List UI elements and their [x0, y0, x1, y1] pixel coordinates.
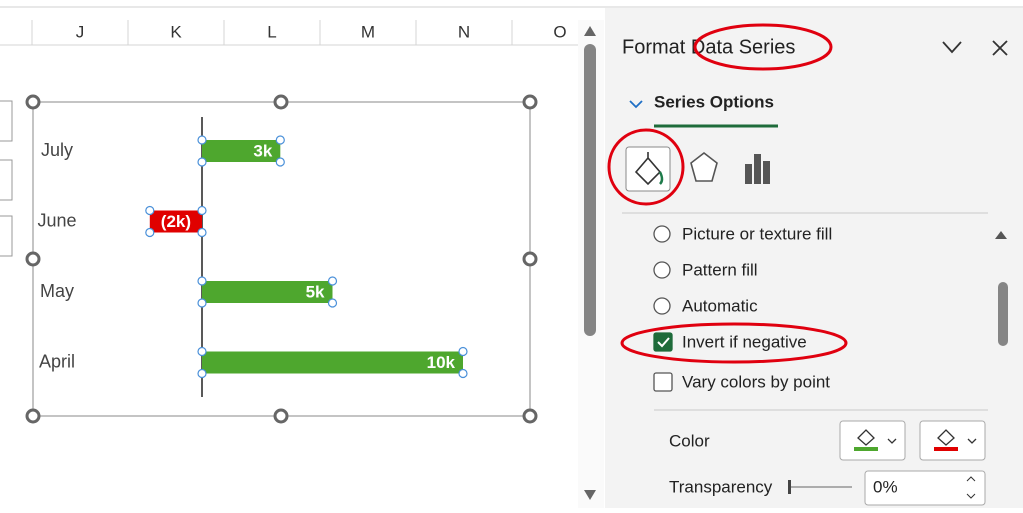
handle[interactable]: [25, 251, 41, 267]
selection-handle[interactable]: [458, 368, 468, 379]
bar[interactable]: [202, 351, 463, 374]
radio[interactable]: [653, 297, 671, 315]
section-title[interactable]: Series Options: [654, 92, 774, 111]
selection-handle[interactable]: [197, 135, 207, 145]
checkbox[interactable]: [653, 332, 673, 352]
panel-menu[interactable]: [942, 41, 962, 54]
checkbox[interactable]: [653, 372, 673, 392]
panel-close[interactable]: [992, 40, 1008, 56]
handle[interactable]: [522, 408, 538, 424]
handle[interactable]: [273, 408, 289, 424]
scroll-down[interactable]: [584, 490, 596, 500]
scroll-thumb[interactable]: [584, 44, 596, 336]
dropdown-arrow: [887, 438, 897, 444]
transparency-input[interactable]: [864, 470, 986, 506]
handle[interactable]: [522, 251, 538, 267]
sheet: [0, 0, 578, 508]
column-header: K: [170, 22, 182, 41]
chart-handles: [25, 94, 538, 424]
effects-tab[interactable]: [690, 151, 718, 182]
category-label: July: [41, 140, 73, 160]
bucket-icon: [937, 429, 955, 446]
column-header: L: [267, 22, 276, 41]
column-header: M: [361, 22, 375, 41]
selection-handle[interactable]: [327, 276, 338, 286]
selection-handle[interactable]: [197, 298, 207, 308]
color-label: Color: [669, 431, 710, 450]
category-label: June: [37, 210, 76, 230]
option-label[interactable]: Picture or texture fill: [682, 224, 832, 243]
radio[interactable]: [653, 225, 671, 243]
category-label: April: [39, 351, 75, 371]
category-label: May: [40, 281, 74, 301]
selection-handle[interactable]: [275, 135, 285, 145]
scroll-up[interactable]: [584, 26, 596, 36]
annotation-ellipse: [620, 322, 848, 364]
chart-button[interactable]: [0, 159, 13, 201]
fill-line-tab[interactable]: [625, 146, 671, 192]
column-header: O: [553, 22, 566, 41]
color-swatch: [854, 447, 878, 451]
data-label: (2k): [161, 212, 191, 231]
column-header-row: [0, 20, 578, 45]
selection-handle[interactable]: [197, 368, 207, 379]
panel-title: Format Data Series: [622, 36, 795, 58]
option-label[interactable]: Invert if negative: [682, 332, 807, 351]
data-label: 3k: [253, 141, 272, 160]
selection-handle[interactable]: [197, 346, 207, 357]
panel-scroll-up[interactable]: [995, 231, 1007, 239]
radio[interactable]: [653, 261, 671, 279]
data-label: 5k: [306, 282, 325, 301]
selection-handle[interactable]: [197, 227, 207, 238]
fill-icon-drop: [658, 171, 664, 185]
transparency-label: Transparency: [669, 477, 773, 496]
column-header: N: [458, 22, 470, 41]
option-label[interactable]: Automatic: [682, 296, 758, 315]
chart-button[interactable]: [0, 215, 13, 257]
option-label[interactable]: Vary colors by point: [682, 372, 830, 391]
bar[interactable]: [202, 281, 333, 303]
column-headers: J K L M N O: [31, 20, 609, 45]
handle[interactable]: [25, 408, 41, 424]
series-options-tab[interactable]: [745, 154, 770, 184]
column-header: J: [76, 22, 85, 41]
annotation-ellipse: [693, 23, 833, 71]
bar[interactable]: [202, 140, 281, 162]
panel-scroll-thumb[interactable]: [998, 282, 1008, 346]
options: Picture or texture fill Pattern fill Autom…: [653, 224, 832, 392]
handle[interactable]: [273, 94, 289, 110]
selection-handle[interactable]: [327, 298, 338, 308]
chart-button[interactable]: [0, 100, 13, 142]
section-chevron[interactable]: [629, 100, 643, 109]
selection-handle[interactable]: [275, 157, 285, 167]
color-buttons: [839, 420, 986, 461]
selection-handle[interactable]: [197, 205, 207, 216]
bar[interactable]: [149, 210, 202, 233]
selection-handle[interactable]: [145, 205, 155, 216]
selection-handle[interactable]: [197, 157, 207, 167]
transparency-value[interactable]: 0%: [873, 477, 898, 496]
annotation-ellipse: [607, 128, 685, 206]
slider-thumb[interactable]: [788, 480, 791, 494]
selection-handle[interactable]: [458, 346, 468, 357]
dropdown-arrow: [967, 438, 977, 444]
handle[interactable]: [25, 94, 41, 110]
spinner[interactable]: [966, 476, 976, 499]
selection-handle[interactable]: [197, 276, 207, 286]
bucket-icon: [857, 429, 875, 446]
data-label: 10k: [427, 353, 456, 372]
handle[interactable]: [522, 94, 538, 110]
chart: July 3k June (2k) May 5k April 10k: [37, 117, 468, 397]
selection-handle[interactable]: [145, 227, 155, 238]
color-swatch: [934, 447, 958, 451]
check-mark: [657, 337, 670, 348]
option-label[interactable]: Pattern fill: [682, 260, 758, 279]
